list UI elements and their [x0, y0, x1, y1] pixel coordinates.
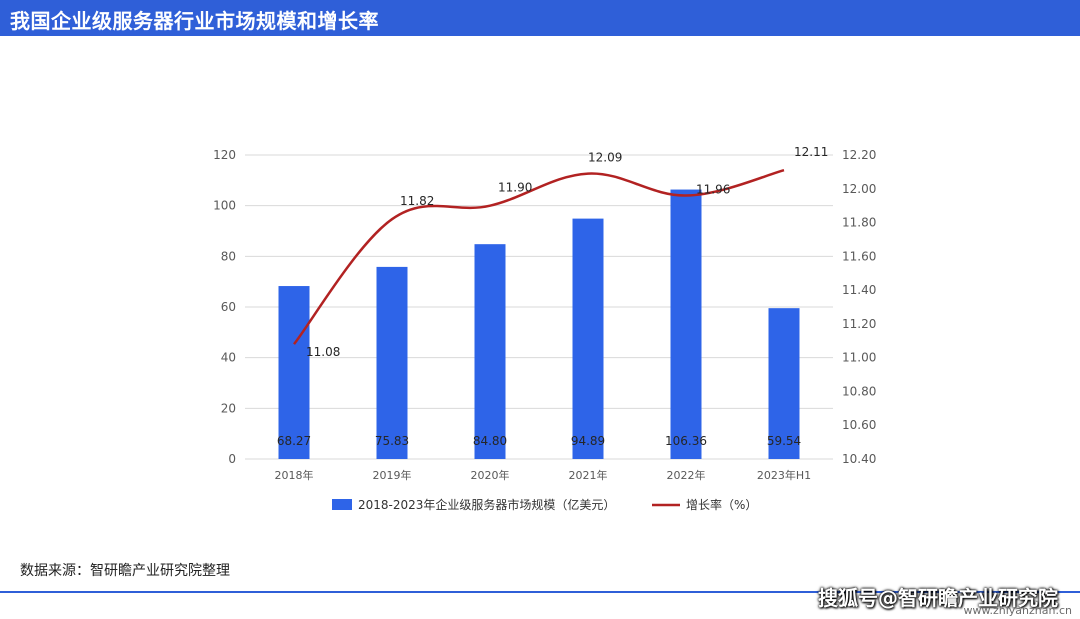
y-right-tick-label: 11.80 [842, 216, 876, 230]
line-value-label: 11.82 [400, 194, 434, 208]
x-tick-label: 2022年 [667, 468, 706, 482]
legend-bar-label: 2018-2023年企业级服务器市场规模（亿美元） [358, 497, 615, 512]
bar [768, 308, 800, 459]
bar-value-label: 59.54 [767, 434, 801, 448]
line-value-label: 11.08 [306, 345, 340, 359]
y-right-tick-label: 12.00 [842, 182, 876, 196]
chart: 0 20 40 60 80 100 120 10.40 10.60 10.80 11.00 11.20… [213, 145, 876, 512]
page-title: 我国企业级服务器行业市场规模和增长率 [10, 9, 379, 33]
bar-value-label: 106.36 [665, 434, 707, 448]
line-value-label: 12.09 [588, 151, 622, 165]
line-value-label: 12.11 [794, 145, 828, 159]
credit-url: www.zhiyanzhan.cn [963, 604, 1072, 617]
bar [474, 244, 506, 459]
y-right-tick-label: 10.80 [842, 384, 876, 398]
line-value-label: 11.90 [498, 181, 532, 195]
bar [670, 189, 702, 459]
y-right-tick-label: 11.60 [842, 249, 876, 263]
x-tick-label: 2018年 [275, 468, 314, 482]
legend-bar-swatch [332, 499, 352, 510]
bar [376, 266, 408, 459]
x-tick-label: 2019年 [373, 468, 412, 482]
x-tick-label: 2023年H1 [757, 468, 811, 482]
growth-rate-line [293, 168, 785, 345]
bar-value-label: 84.80 [473, 434, 507, 448]
x-tick-label: 2020年 [471, 468, 510, 482]
y-left-tick-label: 60 [221, 300, 236, 314]
y-right-tick-label: 11.20 [842, 317, 876, 331]
y-right-tick-label: 11.40 [842, 283, 876, 297]
y-right-tick-label: 11.00 [842, 351, 876, 365]
bottom-divider [0, 591, 1080, 593]
data-source: 数据来源：智研瞻产业研究院整理 [20, 563, 230, 579]
y-right-tick-label: 10.40 [842, 452, 876, 466]
x-tick-label: 2021年 [569, 468, 608, 482]
bar-value-label: 75.83 [375, 434, 409, 448]
legend-line-label: 增长率（%） [686, 497, 757, 512]
bar-value-label: 68.27 [277, 434, 311, 448]
y-left-tick-label: 100 [213, 199, 236, 213]
y-left-tick-label: 40 [221, 351, 236, 365]
y-left-tick-label: 0 [228, 452, 236, 466]
y-left-tick-label: 120 [213, 148, 236, 162]
line-value-label: 11.96 [696, 183, 730, 197]
bar [278, 286, 310, 459]
credit-watermark: 搜狐号@智研瞻产业研究院 [818, 586, 1058, 610]
y-right-tick-label: 10.60 [842, 418, 876, 432]
y-right-tick-label: 12.20 [842, 148, 876, 162]
header-bar: 我国企业级服务器行业市场规模和增长率 [0, 0, 1080, 36]
y-left-tick-label: 20 [221, 401, 236, 415]
bar [572, 218, 604, 459]
y-left-tick-label: 80 [221, 249, 236, 263]
bar-value-label: 94.89 [571, 434, 605, 448]
